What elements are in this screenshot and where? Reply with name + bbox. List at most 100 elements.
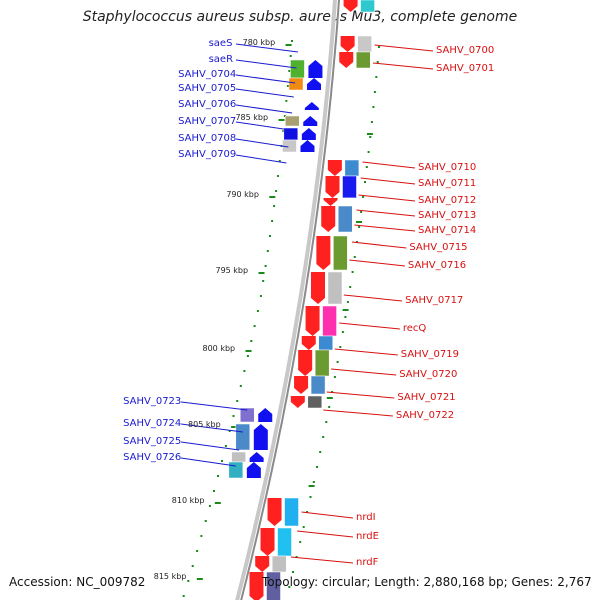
reverse-gene-arrow [307,78,322,90]
leader-line [343,294,403,302]
reverse-gene-arrow [308,60,323,78]
label-leader-lines [180,43,434,564]
tick-label: 790 kbp [226,190,259,199]
ring-dot [191,565,194,567]
gene-class-bar [228,461,244,479]
gene-class-bar [307,395,323,409]
ring-dot [196,550,199,552]
gene-label-sahv-0701[interactable]: SAHV_0701 [436,63,495,74]
tick-label: 815 kbp [153,572,187,581]
forward-gene-arrow [267,498,282,526]
major-tick [308,485,315,487]
ring-dot [376,61,379,63]
gene-label-sahv-0712[interactable]: SAHV_0712 [418,195,477,206]
ring-dot [289,55,292,57]
gene-class-bar [327,271,343,305]
ring-dot [232,415,235,417]
ring-dot [266,250,269,252]
leader-line [323,409,393,417]
ring-dot [295,556,298,558]
major-tick [342,309,349,311]
gene-class-bar [290,59,305,79]
forward-gene-arrow [343,0,358,12]
reverse-gene-arrow [258,408,273,422]
gene-label-sahv-0725[interactable]: SAHV_0725 [123,436,182,447]
ring-dot [360,211,363,213]
major-tick [356,221,362,223]
gene-class-bar [288,77,304,91]
ring-dot [236,400,239,402]
gene-class-bar [322,305,337,337]
ring-dot [182,595,185,597]
ring-dot [228,430,231,432]
gene-class-bar [337,205,353,233]
gene-label-sahv-0707[interactable]: SAHV_0707 [178,116,237,127]
gene-label-sahv-0705[interactable]: SAHV_0705 [178,83,237,94]
gene-class-bar [342,175,357,199]
ring-dot [256,310,259,312]
gene-label-nrdi[interactable]: nrdI [356,512,376,523]
ring-dot [351,271,354,273]
gene-label-nrde[interactable]: nrdE [356,531,379,542]
ring-dot [364,181,366,183]
gene-label-sahv-0721[interactable]: SAHV_0721 [397,392,456,403]
gene-label-sahv-0723[interactable]: SAHV_0723 [123,396,182,407]
tick-label: 780 kbp [242,38,276,47]
gene-label-sahv-0724[interactable]: SAHV_0724 [123,418,182,429]
major-tick [214,502,221,504]
gene-label-sahv-0704[interactable]: SAHV_0704 [178,69,237,80]
gene-label-sahv-0711[interactable]: SAHV_0711 [418,178,477,189]
tick-label: 810 kbp [171,496,205,505]
ring-dot [259,295,262,297]
major-tick [258,272,265,274]
leader-line [372,62,434,70]
ring-dot [325,421,328,423]
gene-label-sahv-0720[interactable]: SAHV_0720 [399,369,458,380]
gene-label-sahv-0708[interactable]: SAHV_0708 [178,133,237,144]
gene-label-sahv-0715[interactable]: SAHV_0715 [409,242,468,253]
ring-dot [353,256,356,258]
gene-label-nrdf[interactable]: nrdF [356,557,379,568]
gene-label-sahv-0700[interactable]: SAHV_0700 [436,45,495,56]
ring-dot [369,136,372,138]
gene-label-sahv-0713[interactable]: SAHV_0713 [418,210,477,221]
gene-class-bar [355,51,371,69]
ring-dot [269,235,271,237]
gene-label-sahv-0709[interactable]: SAHV_0709 [178,149,237,160]
forward-gene-arrow [340,36,355,52]
leader-line [235,104,293,114]
ring-dot [277,175,279,177]
gene-class-bar [235,423,251,451]
backbone-edge [240,0,341,600]
leader-line [180,457,236,467]
gene-label-sahv-0722[interactable]: SAHV_0722 [395,410,455,421]
gene-label-recq[interactable]: recQ [402,323,427,334]
leader-line [235,121,291,131]
gene-label-sahv-0726[interactable]: SAHV_0726 [123,452,182,463]
gene-label-sahv-0714[interactable]: SAHV_0714 [418,225,477,236]
leader-line [235,43,299,53]
gene-label-sahv-0706[interactable]: SAHV_0706 [178,99,237,110]
forward-gene-arrow [249,572,264,600]
forward-gene-arrow [321,206,336,232]
ring-dot [262,280,265,282]
ring-dot [271,220,274,222]
major-tick [231,426,238,428]
gene-label-sahv-0716[interactable]: SAHV_0716 [407,260,467,271]
gene-label-sahv-0717[interactable]: SAHV_0717 [405,295,464,306]
gene-label-saer[interactable]: saeR [208,54,234,65]
forward-gene-arrow [294,376,309,394]
ring-dot [288,70,291,72]
gene-label-saes[interactable]: saeS [208,38,233,49]
gene-label-sahv-0710[interactable]: SAHV_0710 [418,162,477,173]
ring-dot [362,196,365,198]
ring-dot [250,340,253,342]
leader-line [360,177,416,185]
ring-dot [291,40,293,42]
reverse-gene-arrow [249,452,264,462]
forward-gene-arrow [327,160,342,176]
gene-label-sahv-0719[interactable]: SAHV_0719 [400,349,459,360]
genome-backbone [235,0,341,600]
ring-dot [286,85,289,87]
